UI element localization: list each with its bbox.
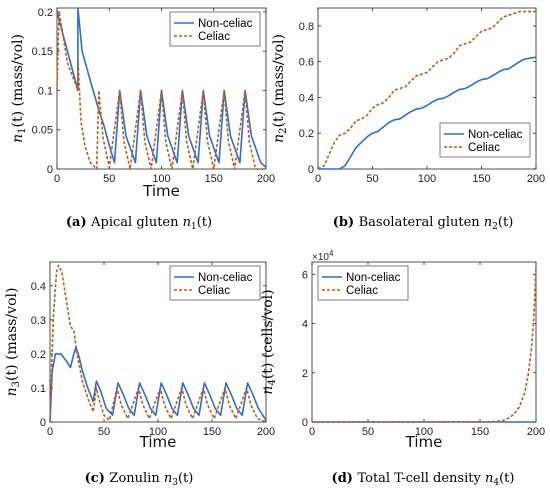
x-tick-label: 0 [54, 173, 60, 185]
series-line-non-celiac [318, 56, 537, 170]
legend-box [439, 122, 531, 158]
panel-caption: (a) Apical gluten n1(t) [66, 215, 212, 232]
y-axis-label: n1(t) (mass/vol) [10, 34, 28, 143]
x-tick-label: 0 [309, 426, 315, 438]
panel-caption: (b) Basolateral gluten n2(t) [333, 215, 514, 232]
x-tick-label: 100 [152, 173, 170, 185]
x-axis-label: Time [142, 182, 180, 200]
chart-panel-1: 0 50 100 150 200 0 0.2 0.4 0.6 0.8 Non-celiacCelia… [271, 7, 545, 232]
y-tick-label: 6 [302, 269, 308, 281]
x-tick-label: 200 [257, 426, 275, 438]
y-multiplier: ×104 [312, 249, 334, 263]
y-tick-label: 0.4 [31, 281, 46, 293]
x-tick-label: 50 [103, 173, 115, 185]
legend-label: Non-celiac [468, 129, 523, 141]
y-tick-label: 0.3 [31, 315, 46, 327]
y-tick-label: 0.2 [299, 128, 314, 140]
chart-panel-0: 0 50 100 150 200 0 0.05 0.1 0.15 0.2 Non-celiacCel… [10, 7, 275, 232]
x-tick-label: 100 [415, 426, 433, 438]
x-tick-label: 0 [315, 173, 321, 185]
x-tick-label: 150 [472, 173, 490, 185]
legend-label: Celiac [468, 142, 500, 154]
series-line-celiac [56, 11, 266, 170]
x-tick-label: 50 [366, 173, 378, 185]
y-tick-label: 0.05 [32, 125, 53, 137]
y-tick-label: 0 [302, 417, 308, 429]
x-tick-label: 150 [203, 426, 221, 438]
legend-label: Celiac [346, 285, 378, 297]
y-tick-label: 0.1 [31, 383, 46, 395]
y-tick-label: 0 [47, 164, 53, 176]
x-tick-label: 100 [418, 173, 436, 185]
x-tick-label: 50 [362, 426, 374, 438]
x-tick-label: 150 [471, 426, 489, 438]
y-tick-label: 0.8 [299, 21, 314, 33]
y-tick-label: 0.4 [299, 92, 314, 104]
x-tick-label: 100 [149, 426, 167, 438]
x-tick-label: 50 [98, 426, 110, 438]
x-tick-label: 0 [47, 426, 53, 438]
legend-label: Non-celiac [198, 18, 253, 30]
legend-label: Celiac [198, 31, 230, 43]
x-tick-label: 200 [257, 173, 275, 185]
y-tick-label: 0.15 [32, 46, 53, 58]
series-line-celiac [49, 264, 267, 423]
x-tick-label: 200 [527, 426, 545, 438]
y-tick-label: 2 [302, 368, 308, 380]
x-axis-label: Time [405, 433, 443, 451]
x-tick-label: 200 [527, 173, 545, 185]
y-tick-label: 0.1 [38, 85, 53, 97]
y-tick-label: 0.2 [31, 349, 46, 361]
series-line-celiac [317, 10, 536, 170]
legend-box [169, 265, 261, 301]
legend-label: Non-celiac [198, 272, 253, 284]
y-tick-label: 0 [308, 164, 314, 176]
x-axis-label: Time [139, 433, 177, 451]
chart-panel-2: 0 50 100 150 200 0 0.1 0.2 0.3 0.4 Non-celiacCelia… [4, 261, 275, 488]
y-axis-label: n4(t) (cells/vol) [260, 289, 278, 394]
legend-box [169, 11, 261, 47]
series-line-celiac [311, 266, 537, 423]
panel-caption: (d) Total T-cell density n4(t) [332, 471, 515, 488]
legend-label: Celiac [198, 285, 230, 297]
y-tick-label: 0.2 [38, 7, 53, 19]
panel-caption: (c) Zonulin n3(t) [85, 471, 194, 488]
y-tick-label: 0.6 [299, 57, 314, 69]
y-axis-label: n2(t) (mass/vol) [271, 34, 289, 143]
y-axis-label: n3(t) (mass/vol) [4, 288, 22, 397]
legend-label: Non-celiac [346, 272, 401, 284]
y-tick-label: 4 [302, 319, 308, 331]
x-tick-label: 150 [205, 173, 223, 185]
legend-box [317, 265, 409, 301]
series-line-non-celiac [49, 346, 267, 423]
y-tick-label: 0 [40, 417, 46, 429]
